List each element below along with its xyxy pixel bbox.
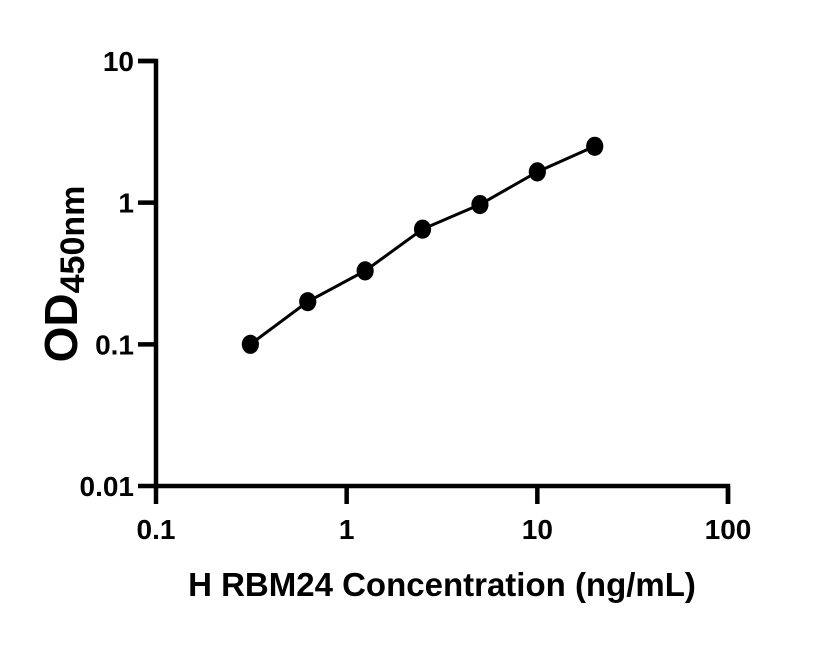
y-tick-label: 0.1 — [95, 329, 134, 360]
data-point — [356, 261, 374, 281]
data-point — [528, 162, 546, 182]
axes — [138, 58, 731, 504]
y-tick-label: 1 — [118, 188, 134, 219]
x-axis-title: H RBM24 Concentration (ng/mL) — [188, 566, 696, 603]
axis-frame — [138, 58, 731, 504]
data-point — [241, 334, 259, 354]
y-axis-title-subscript: 450nm — [54, 186, 92, 294]
x-tick-label: 100 — [705, 514, 752, 545]
data-series — [241, 136, 604, 354]
axis-ticks — [138, 58, 731, 504]
data-point — [413, 219, 432, 239]
data-point — [471, 194, 489, 215]
data-point — [299, 292, 317, 312]
data-point — [586, 136, 604, 156]
y-axis-title-main: OD — [35, 293, 87, 362]
y-tick-label: 10 — [103, 46, 134, 77]
x-tick-label: 0.1 — [137, 514, 176, 545]
x-tick-label: 1 — [339, 514, 355, 545]
y-tick-label: 0.01 — [80, 471, 135, 502]
x-tick-label: 10 — [522, 514, 553, 545]
y-axis-title: OD450nm — [35, 186, 92, 363]
